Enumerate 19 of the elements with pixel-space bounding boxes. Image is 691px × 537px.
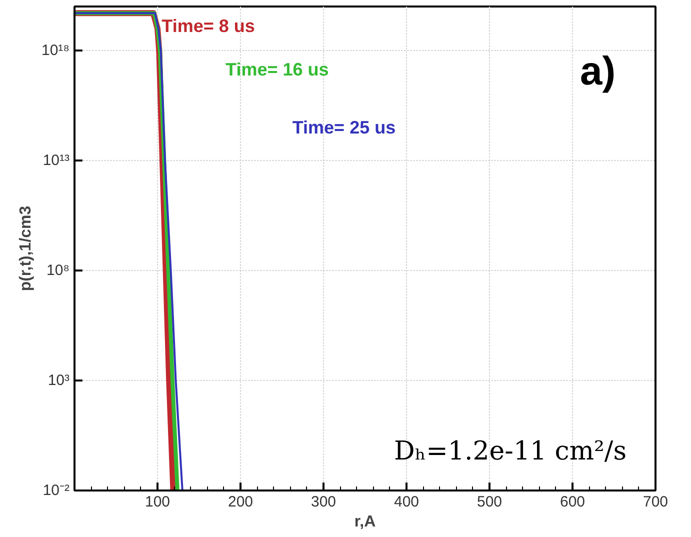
- y-tick-label: 10⁸: [46, 262, 70, 279]
- y-tick-label: 10³: [48, 372, 70, 389]
- annotation: Dₕ=1.2e-11 cm²/s: [394, 436, 627, 466]
- x-tick-label: 600: [560, 494, 586, 510]
- text: Time= 25 us: [292, 117, 396, 138]
- annotation: a): [580, 50, 616, 94]
- y-tick-label: 10¹³: [42, 152, 70, 169]
- y-tick-label: 10⁻²: [42, 482, 70, 499]
- y-tick-label: 10¹⁸: [41, 42, 70, 59]
- x-tick-label: 200: [228, 494, 254, 510]
- series-label: Time= 8 us: [162, 16, 255, 36]
- text: Time= 16 us: [226, 59, 329, 80]
- x-axis-title: r,A: [354, 514, 376, 530]
- x-tick-label: 500: [476, 494, 502, 510]
- x-tick-label: 700: [642, 494, 668, 510]
- x-tick-label: 400: [394, 494, 420, 510]
- x-tick-label: 300: [310, 494, 336, 510]
- x-tick-label: 100: [144, 494, 170, 510]
- y-axis-title: p(r,t),1/cm3: [17, 206, 34, 292]
